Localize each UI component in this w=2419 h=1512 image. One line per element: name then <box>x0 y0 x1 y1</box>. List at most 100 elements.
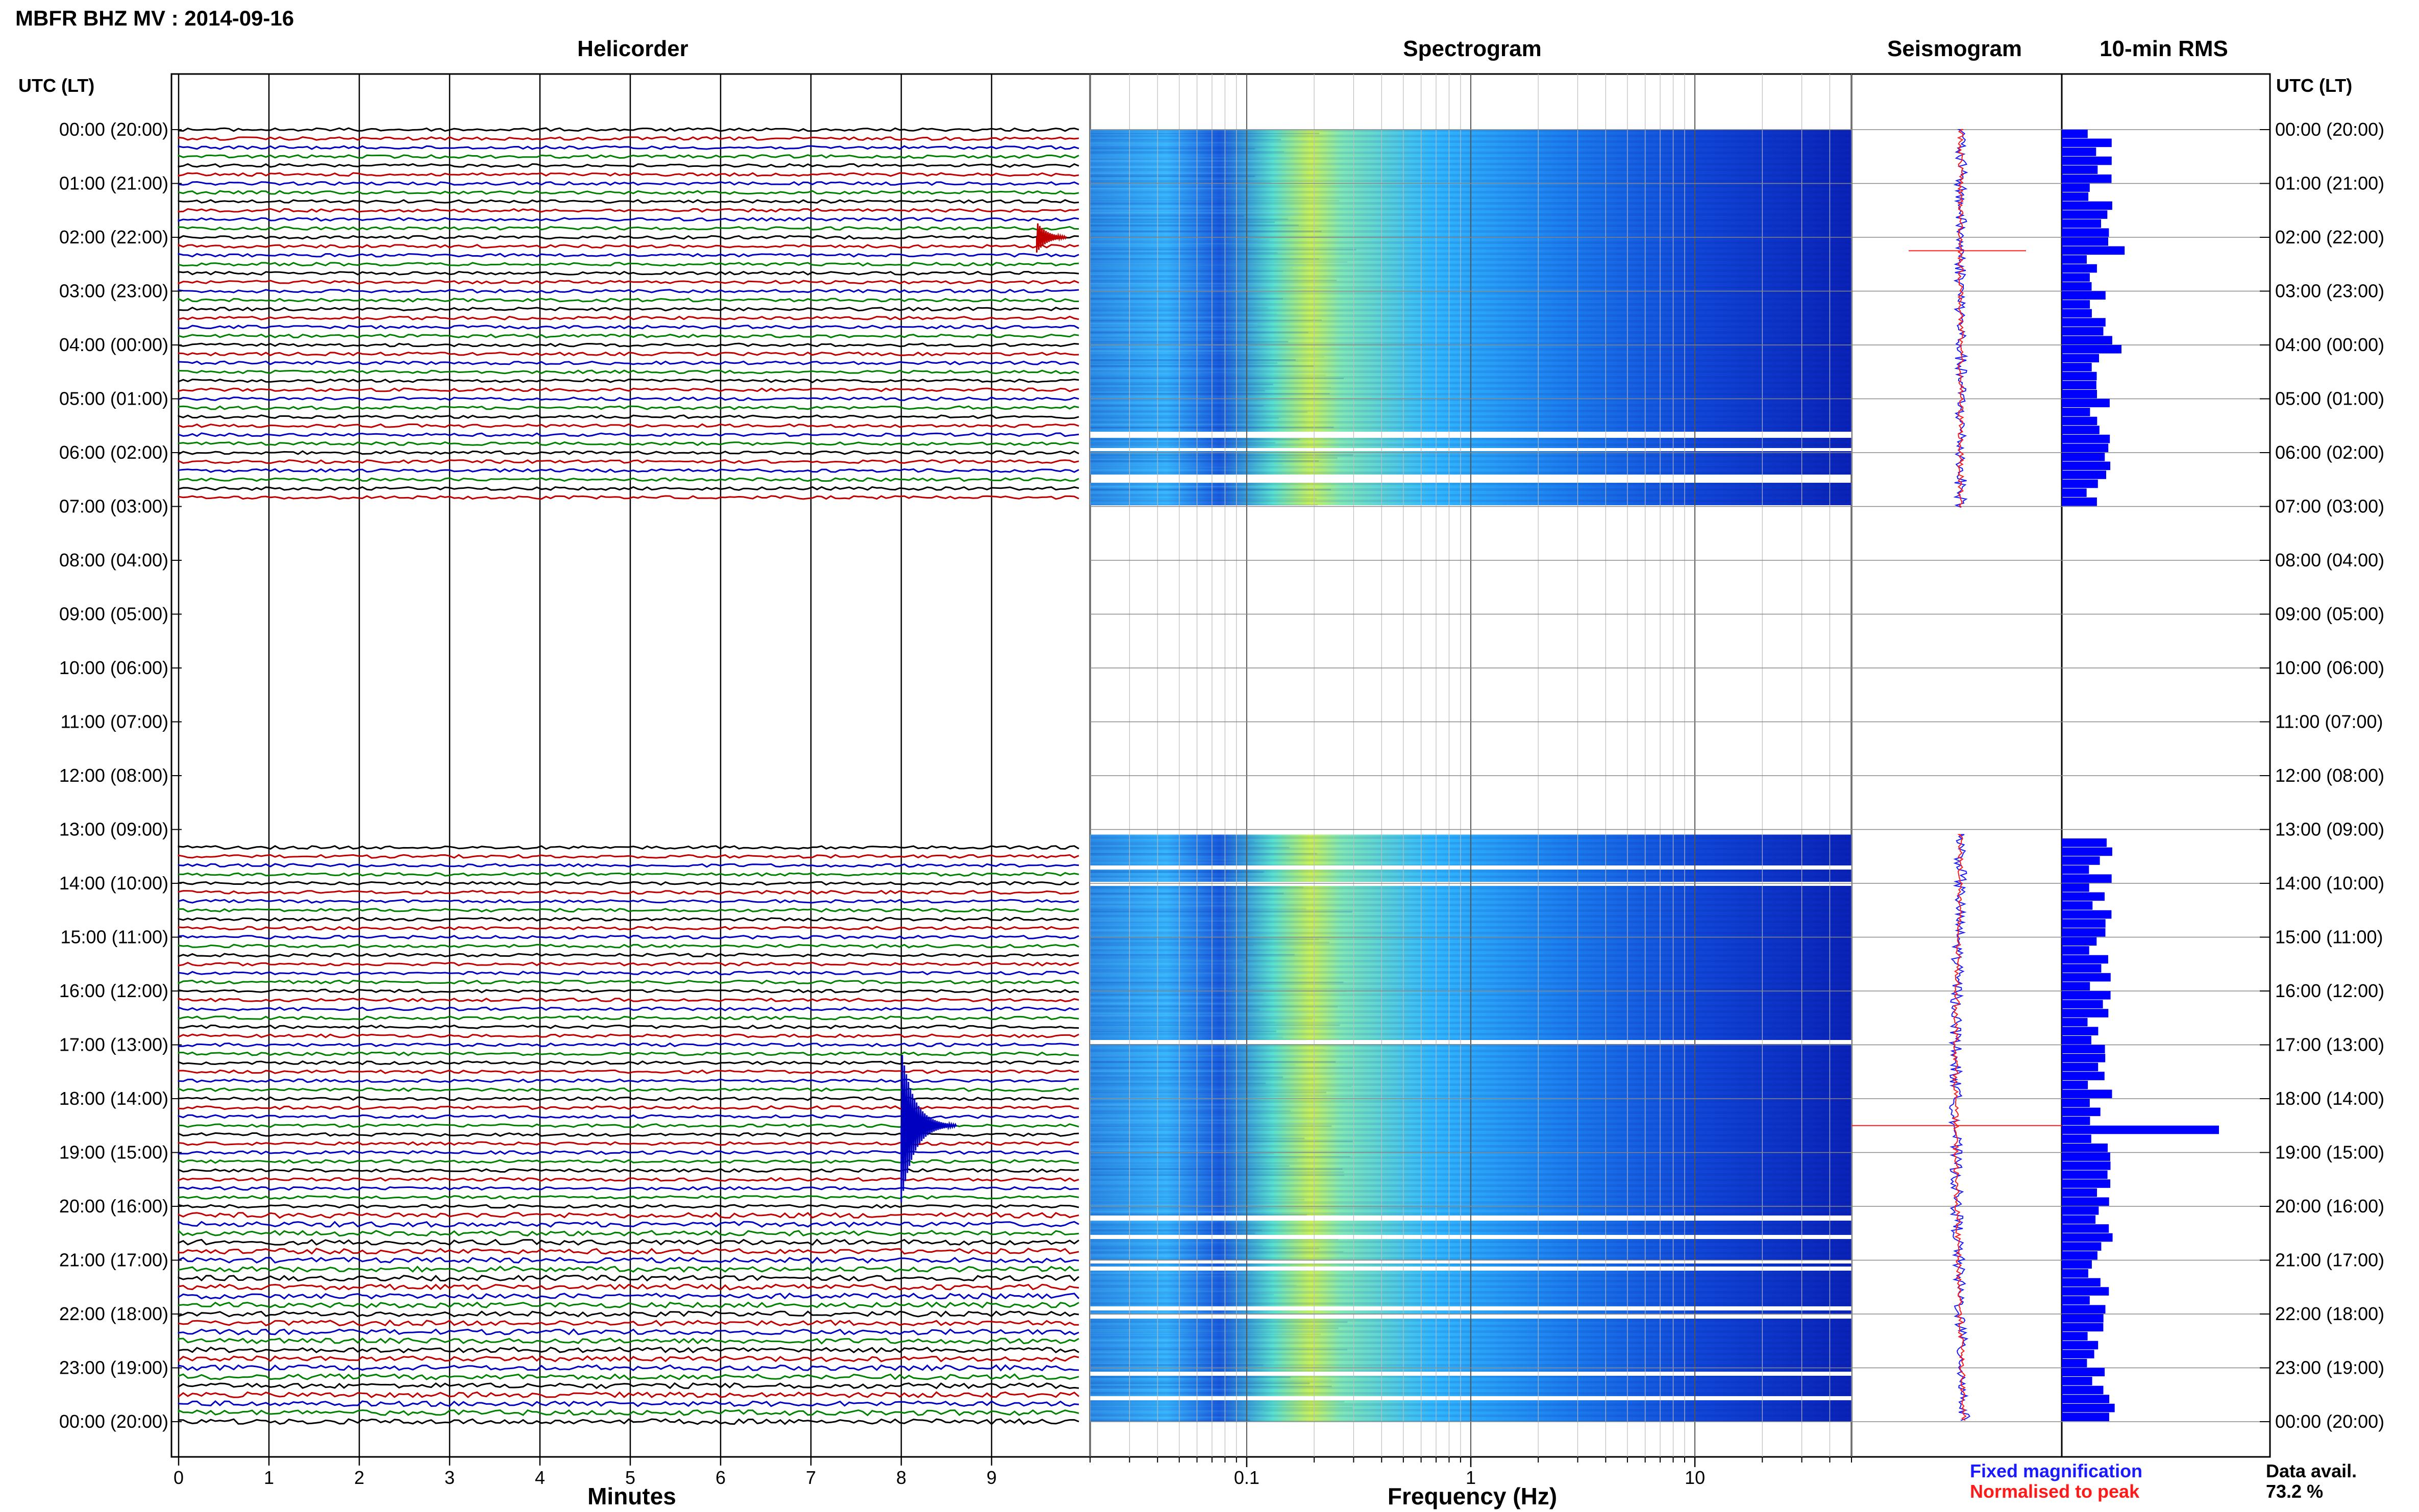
rms-bar <box>2062 318 2106 327</box>
rms-bar <box>2062 443 2109 452</box>
spectrogram-streak <box>1090 1346 1256 1348</box>
spectrogram-streak <box>1090 384 1273 385</box>
rms-bar <box>2062 946 2089 955</box>
spectrogram-streak <box>1090 1178 1297 1179</box>
helicorder-trace <box>178 1096 1079 1101</box>
spectrogram-streak <box>1090 1272 1250 1274</box>
minute-tick-label: 4 <box>535 1467 545 1488</box>
spectrogram-streak <box>1090 1410 1264 1412</box>
rms-bar <box>2062 1385 2104 1395</box>
spectrogram-streak <box>1090 1171 1344 1173</box>
spectrogram-streak <box>1090 835 1272 836</box>
spectrogram-streak <box>1090 1361 1274 1363</box>
spectrogram-streak <box>1090 504 1318 506</box>
time-labels: 00:00 (20:00) 00:00 (20:00) 01:00 (21:00) 0… <box>59 119 2384 1432</box>
spectrogram-streak <box>1090 145 1332 146</box>
spectrogram-streak <box>1090 255 1303 257</box>
spectrogram-streak <box>1090 1159 1297 1161</box>
spectrogram-streak <box>1090 990 1347 993</box>
time-label-left: 00:00 (20:00) <box>59 119 168 140</box>
spectrogram-streak <box>1090 1009 1260 1011</box>
spectrogram-streak <box>1090 1297 1296 1299</box>
rms-bar <box>2062 354 2099 363</box>
rms-bar <box>2062 919 2106 928</box>
helicorder-trace <box>178 979 1079 985</box>
rms-bar <box>2062 1080 2088 1089</box>
helicorder-trace <box>178 1293 1080 1300</box>
spectrogram-streak <box>1090 875 1348 876</box>
time-label-left: 04:00 (00:00) <box>59 334 168 355</box>
spectrogram-streak <box>1090 301 1348 303</box>
spectrogram-streak <box>1090 1202 1310 1204</box>
time-label-right: 14:00 (10:00) <box>2275 873 2384 894</box>
rms-bar <box>2062 1054 2106 1062</box>
spectrogram-streak <box>1090 1199 1305 1201</box>
spectrogram-streak <box>1090 133 1320 134</box>
time-label-right: 22:00 (18:00) <box>2275 1303 2384 1324</box>
spectrogram-streak <box>1090 1358 1289 1360</box>
rms-bar <box>2062 874 2112 883</box>
spectrogram-streak <box>1090 1245 1263 1247</box>
helicorder-trace <box>178 208 1079 213</box>
rms-title: 10-min RMS <box>2100 36 2228 61</box>
helicorder-trace <box>178 1159 1079 1164</box>
helicorder-trace <box>178 1150 1079 1155</box>
time-label-right: 00:00 (20:00) <box>2275 119 2384 140</box>
time-label-right: 20:00 (16:00) <box>2275 1196 2384 1217</box>
rms-bar <box>2062 264 2097 273</box>
spectrogram-streak <box>1090 402 1280 404</box>
spectrogram-streak <box>1090 1288 1315 1290</box>
rms-bar <box>2062 937 2097 946</box>
rms-bar <box>2062 192 2089 201</box>
rms-bar <box>2062 1009 2109 1018</box>
spectrogram-streak <box>1090 439 1300 440</box>
spectrogram-streak <box>1090 191 1319 192</box>
spectrogram-streak <box>1090 957 1247 959</box>
figure-title: MBFR BHZ MV : 2014-09-16 <box>15 6 294 30</box>
rms-bar <box>2062 273 2090 282</box>
rms-bar <box>2062 479 2098 488</box>
time-label-right: 00:00 (20:00) <box>2275 1411 2384 1432</box>
spectrogram-streak <box>1090 1352 1245 1354</box>
helicorder-trace <box>178 315 1079 320</box>
spectrogram-streak <box>1090 1208 1310 1210</box>
spectrogram-streak <box>1090 1312 1319 1314</box>
helicorder-trace <box>178 1186 1079 1191</box>
time-label-right: 04:00 (00:00) <box>2275 334 2384 355</box>
spectrogram-streak <box>1090 1229 1262 1231</box>
spectrogram-streak <box>1090 1076 1283 1078</box>
helicorder-trace <box>178 172 1079 177</box>
rms-bar <box>2062 156 2112 165</box>
helicorder-trace <box>178 1141 1079 1146</box>
spectrogram-streak <box>1090 1413 1248 1415</box>
helicorder-trace <box>178 1391 1079 1398</box>
rms-bar <box>2062 426 2100 434</box>
rms-bar <box>2062 237 2108 246</box>
helicorder-trace <box>178 997 1079 1003</box>
time-label-right: 03:00 (23:00) <box>2275 281 2384 302</box>
spectrogram-streak <box>1090 387 1331 388</box>
spectrogram-streak <box>1090 200 1340 202</box>
spectrogram-streak <box>1090 424 1248 425</box>
rms-bar <box>2062 497 2097 506</box>
spectrogram-streak <box>1090 987 1293 989</box>
helicorder-trace <box>178 1355 1079 1362</box>
rms-bar <box>2062 1278 2101 1287</box>
time-label-right: 16:00 (12:00) <box>2275 980 2384 1001</box>
rms-bar <box>2062 389 2097 399</box>
helicorder-trace <box>178 1042 1079 1048</box>
spectrogram-streak <box>1090 319 1322 321</box>
legend-normalised-to-peak: Normalised to peak <box>1970 1481 2140 1502</box>
spectrogram-streak <box>1090 1046 1274 1048</box>
data-avail-value: 73.2 % <box>2266 1481 2323 1502</box>
spectrogram-streak <box>1090 326 1257 327</box>
spectrogram-streak <box>1090 1168 1343 1170</box>
spectrogram-streak <box>1090 486 1315 487</box>
freq-tick-label: 10 <box>1685 1467 1705 1488</box>
rms-bar <box>2062 964 2102 973</box>
time-label-right: 09:00 (05:00) <box>2275 604 2384 625</box>
time-label-left: 22:00 (18:00) <box>59 1303 168 1324</box>
spectrogram-streak <box>1090 1055 1324 1057</box>
spectrogram-streak <box>1090 414 1292 416</box>
rms-bar <box>2062 408 2090 416</box>
